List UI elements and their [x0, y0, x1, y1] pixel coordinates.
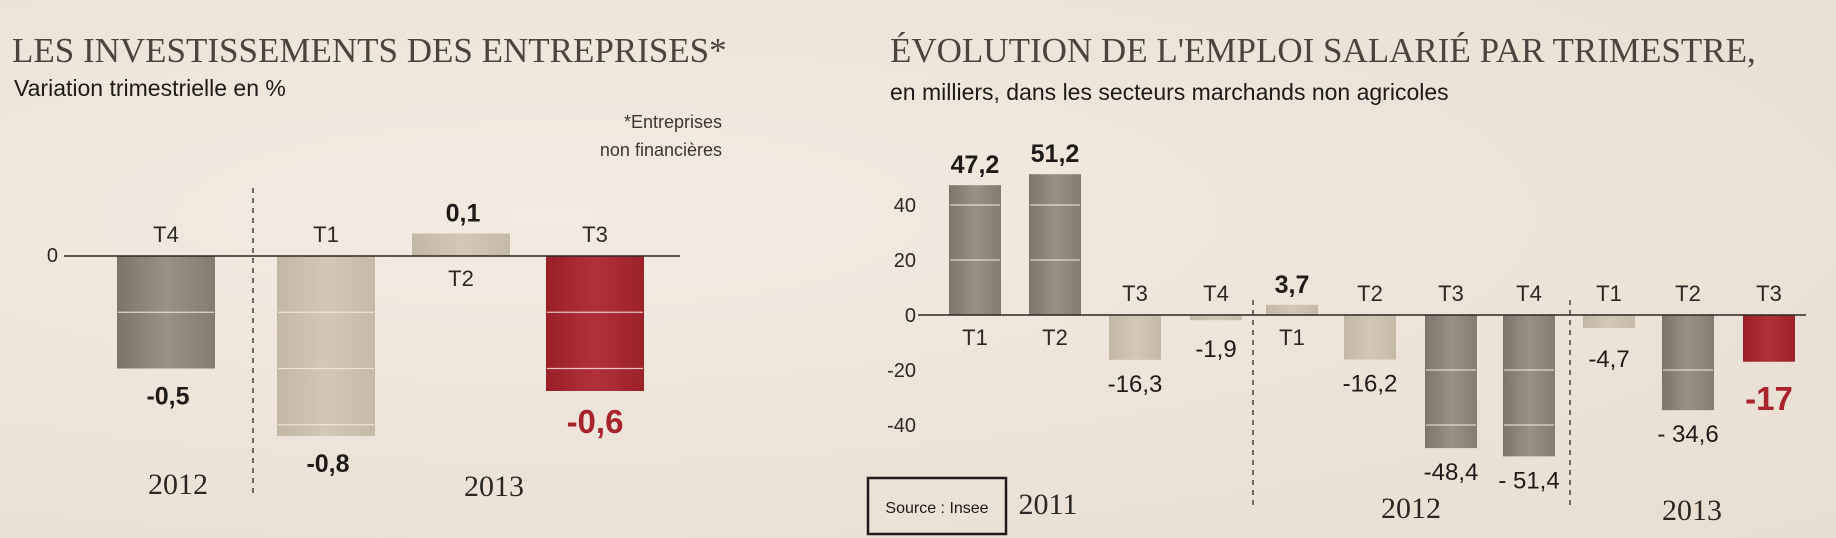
employment-value-label: 47,2 [951, 151, 1000, 179]
employment-chart-y-ticks: 40 20 0 -20 -40 [887, 195, 916, 437]
investment-value-label: -0,8 [306, 450, 349, 478]
employment-value-label: -16,3 [1108, 371, 1163, 398]
investment-chart-bars [117, 233, 644, 436]
employment-quarter-label: T1 [1279, 325, 1305, 350]
employment-year-label: 2013 [1662, 494, 1722, 527]
employment-quarter-label: T2 [1357, 281, 1383, 306]
source-label: Source : Insee [885, 500, 988, 517]
investment-quarter-label: T1 [313, 222, 339, 247]
employment-quarter-label: T4 [1203, 281, 1229, 306]
employment-value-label: 3,7 [1275, 271, 1310, 299]
employment-value-label: -4,7 [1588, 346, 1629, 373]
investment-quarter-label: T3 [582, 222, 608, 247]
employment-bar-2013-t1 [1583, 315, 1635, 328]
investment-bar-2013-t2 [412, 233, 510, 256]
investment-chart-note-line-2: non financières [600, 140, 722, 160]
investment-quarter-label: T4 [153, 222, 179, 247]
investment-chart-labels: T4 -0,5 T1 -0,8 T2 0,1 T3 -0,6 [146, 200, 623, 479]
employment-bar-2012-t2 [1344, 315, 1396, 360]
employment-quarter-label: T3 [1438, 281, 1464, 306]
employment-bar-2011-t3 [1109, 315, 1161, 360]
employment-chart-year-separators [1252, 300, 1571, 510]
employment-value-label: -17 [1745, 380, 1793, 417]
investment-chart: LES INVESTISSEMENTS DES ENTREPRISES* Var… [12, 31, 727, 503]
investment-bar-2013-t3 [546, 256, 644, 391]
employment-chart-bars [949, 174, 1795, 457]
employment-year-label: 2011 [1019, 488, 1078, 521]
employment-y-tick: -20 [887, 360, 916, 382]
employment-value-label: -16,2 [1343, 371, 1398, 398]
employment-bar-2011-t4 [1190, 315, 1242, 321]
employment-quarter-label: T4 [1516, 281, 1542, 306]
investment-quarter-label: T2 [448, 266, 474, 291]
employment-bar-2013-t3 [1743, 315, 1795, 362]
employment-quarter-label: T3 [1122, 281, 1148, 306]
employment-value-label: - 34,6 [1657, 421, 1718, 448]
employment-chart-subtitle: en milliers, dans les secteurs marchands… [890, 79, 1449, 105]
employment-bar-2012-t1 [1266, 304, 1318, 315]
employment-quarter-label: T2 [1675, 281, 1701, 306]
employment-y-tick: 20 [894, 250, 916, 272]
employment-quarter-label: T1 [1596, 281, 1622, 306]
employment-value-label: -48,4 [1424, 459, 1479, 486]
investment-chart-zero-tick: 0 [47, 245, 58, 267]
employment-value-label: - 51,4 [1498, 467, 1559, 494]
investment-chart-note-line-1: *Entreprises [624, 112, 722, 132]
employment-value-label: -1,9 [1195, 336, 1236, 363]
source-box [866, 476, 1008, 536]
employment-y-tick: 40 [894, 195, 916, 217]
employment-bar-2011-t1 [949, 185, 1001, 315]
employment-bar-2012-t3 [1425, 315, 1477, 449]
employment-chart-title: ÉVOLUTION DE L'EMPLOI SALARIÉ PAR TRIMES… [890, 31, 1756, 70]
investment-chart-years: 2012 2013 [148, 468, 524, 503]
employment-value-label: 51,2 [1031, 140, 1080, 168]
employment-bar-2012-t4 [1503, 315, 1555, 457]
employment-chart-labels: T1 47,2 T2 51,2 T3 -16,3 T4 -1,9 T1 3,7 T2 -16,2 T3 -… [951, 140, 1793, 494]
investment-value-label: -0,6 [567, 403, 624, 440]
investment-value-label: -0,5 [146, 383, 189, 411]
employment-quarter-label: T1 [962, 325, 988, 350]
employment-year-label: 2012 [1381, 492, 1441, 525]
employment-chart-years: 2011 2012 2013 [1019, 488, 1722, 527]
employment-quarter-label: T3 [1756, 281, 1782, 306]
investment-chart-title: LES INVESTISSEMENTS DES ENTREPRISES* [12, 31, 727, 70]
investment-value-label: 0,1 [446, 200, 481, 228]
employment-quarter-label: T2 [1042, 325, 1068, 350]
investment-chart-subtitle: Variation trimestrielle en % [14, 75, 286, 101]
investment-bar-2013-t1 [277, 256, 375, 436]
employment-chart: ÉVOLUTION DE L'EMPLOI SALARIÉ PAR TRIMES… [866, 31, 1806, 536]
investment-year-label: 2013 [464, 470, 524, 503]
employment-bar-2011-t2 [1029, 174, 1081, 315]
employment-bar-2013-t2 [1662, 315, 1714, 411]
investment-year-label: 2012 [148, 468, 208, 501]
employment-y-tick: 0 [905, 305, 916, 327]
employment-y-tick: -40 [887, 415, 916, 437]
